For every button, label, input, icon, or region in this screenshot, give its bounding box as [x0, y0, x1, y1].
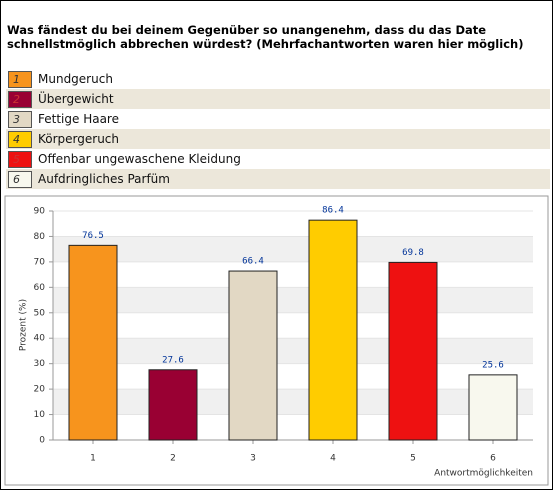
- x-tick-label: 4: [330, 454, 336, 464]
- y-tick-label: 40: [34, 334, 46, 344]
- legend-swatch: 6: [8, 171, 32, 188]
- x-tick-label: 2: [170, 454, 176, 464]
- y-tick-label: 10: [34, 410, 46, 420]
- legend-swatch: 1: [8, 71, 32, 88]
- bar: [388, 261, 438, 441]
- bar: [148, 369, 198, 441]
- bar: [68, 244, 118, 441]
- bar: [228, 270, 278, 441]
- value-label: 76.5: [82, 231, 104, 241]
- value-label: 66.4: [242, 257, 264, 267]
- value-label: 27.6: [162, 355, 184, 365]
- legend-label: Übergewicht: [38, 92, 114, 106]
- chart-frame: [4, 195, 549, 486]
- value-label: 86.4: [322, 206, 344, 216]
- bar: [468, 374, 518, 441]
- x-tick-label: 1: [90, 454, 96, 464]
- legend-row: 1 Mundgeruch: [6, 69, 550, 89]
- legend-swatch: 4: [8, 131, 32, 148]
- x-tick-label: 5: [410, 454, 416, 464]
- legend-label: Mundgeruch: [38, 72, 113, 86]
- legend-label: Fettige Haare: [38, 112, 119, 126]
- y-tick-label: 90: [34, 207, 46, 217]
- y-tick-label: 0: [39, 436, 45, 446]
- legend-swatch: 2: [8, 91, 32, 108]
- y-tick-label: 70: [34, 257, 46, 267]
- x-axis-label: Antwortmöglichkeiten: [434, 469, 533, 479]
- legend-swatch: 5: [8, 151, 32, 168]
- legend-swatch: 3: [8, 111, 32, 128]
- legend-row: 2 Übergewicht: [6, 89, 550, 109]
- grid-band: [53, 338, 533, 364]
- legend-row: 3 Fettige Haare: [6, 109, 550, 129]
- value-label: 25.6: [482, 360, 504, 370]
- legend-label: Offenbar ungewaschene Kleidung: [38, 152, 241, 166]
- y-tick-label: 60: [34, 283, 46, 293]
- grid-band: [53, 389, 533, 415]
- value-label: 69.8: [402, 248, 424, 258]
- y-tick-label: 20: [34, 385, 46, 395]
- x-tick-label: 3: [250, 454, 256, 464]
- legend-label: Aufdringliches Parfüm: [38, 172, 170, 186]
- legend-label: Körpergeruch: [38, 132, 120, 146]
- y-tick-label: 80: [34, 232, 46, 242]
- legend-row: 5 Offenbar ungewaschene Kleidung: [6, 149, 550, 169]
- y-tick-label: 50: [34, 308, 46, 318]
- y-axis-label: Prozent (%): [19, 299, 29, 351]
- legend: 1 Mundgeruch 2 Übergewicht 3 Fettige Haare 4 Kö…: [6, 69, 550, 189]
- grid-band: [53, 236, 533, 262]
- bar: [308, 219, 358, 441]
- x-tick-label: 6: [490, 454, 496, 464]
- question-title: Was fändest du bei deinem Gegenüber so u…: [7, 23, 524, 51]
- legend-row: 6 Aufdringliches Parfüm: [6, 169, 550, 189]
- legend-row: 4 Körpergeruch: [6, 129, 550, 149]
- grid-band: [53, 287, 533, 313]
- y-tick-label: 30: [34, 359, 46, 369]
